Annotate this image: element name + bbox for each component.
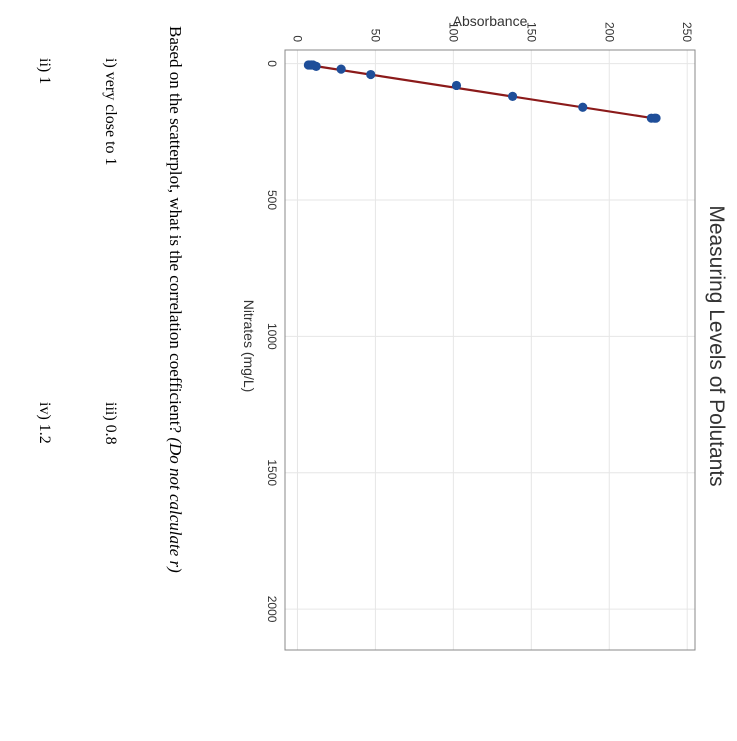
- points-layer: [303, 60, 661, 123]
- x-tick-label: 0: [265, 60, 279, 67]
- x-tick-label: 1500: [265, 459, 279, 486]
- y-tick-label: 100: [446, 22, 460, 42]
- y-axis-label: Absorbance: [453, 13, 528, 29]
- option-i[interactable]: i) very close to 1: [102, 58, 119, 166]
- option-iii[interactable]: iii) 0.8: [102, 402, 119, 445]
- trend-line: [308, 63, 654, 120]
- data-point: [508, 91, 518, 101]
- y-tick-label: 200: [602, 22, 616, 42]
- chart-title: Measuring Levels of Polutants: [705, 205, 728, 486]
- x-axis-label: Nitrates (mg/L): [241, 300, 257, 393]
- data-point: [336, 64, 346, 74]
- x-tick-label: 1000: [265, 323, 279, 350]
- question-note: (Do not calculate r): [166, 437, 185, 573]
- y-tick-label: 150: [524, 22, 538, 42]
- x-tick-label: 2000: [265, 596, 279, 623]
- y-tick-label: 250: [680, 22, 694, 42]
- x-tick-label: 500: [265, 190, 279, 210]
- tick-layer: 0 500 1000 1500 2000 0 50 100 150 200 250: [265, 22, 694, 623]
- plot-frame: [284, 49, 696, 651]
- data-point: [366, 69, 376, 80]
- question-main: Based on the scatterplot, what is the co…: [166, 26, 185, 434]
- data-point: [578, 102, 588, 112]
- option-iv[interactable]: iv) 1.2: [36, 402, 53, 444]
- grid-layer: [285, 50, 695, 650]
- data-point: [451, 80, 462, 91]
- y-tick-label: 0: [290, 35, 304, 42]
- option-ii[interactable]: ii) 1: [36, 58, 53, 85]
- question-text: Based on the scatterplot, what is the co…: [165, 26, 185, 573]
- data-point: [651, 113, 661, 123]
- data-point: [311, 61, 321, 71]
- y-tick-label: 50: [368, 29, 382, 43]
